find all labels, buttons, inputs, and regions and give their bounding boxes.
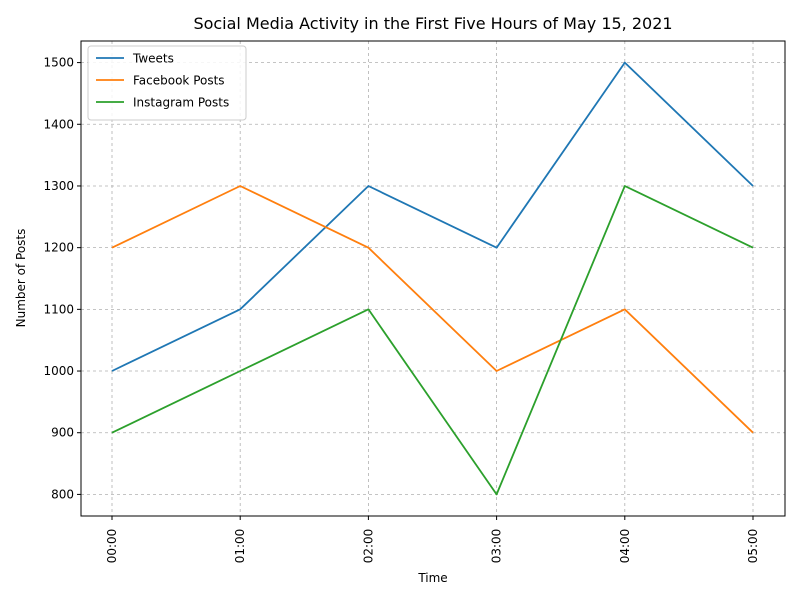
series-line-instagram-posts — [111, 185, 754, 496]
y-tick-label: 800 — [51, 487, 74, 501]
series-line-facebook-posts — [111, 185, 754, 434]
legend-box — [87, 45, 247, 121]
y-axis-ticks: 800 900 1000 1100 1200 1300 1400 1500 — [43, 56, 81, 501]
y-tick-label: 1100 — [43, 302, 74, 316]
x-tick-label: 04:00 — [618, 529, 632, 564]
y-tick-label: 1300 — [43, 179, 74, 193]
y-tick-label: 1500 — [43, 56, 74, 70]
y-axis-label: Number of Posts — [14, 229, 28, 328]
legend-label: Instagram Posts — [133, 96, 229, 110]
series-line-tweets — [111, 61, 754, 372]
x-tick-label: 05:00 — [746, 529, 760, 564]
x-tick-label: 03:00 — [490, 529, 504, 564]
y-tick-label: 1400 — [43, 117, 74, 131]
x-axis-ticks: 00:00 01:00 02:00 03:00 04:00 05:00 — [105, 516, 760, 563]
y-tick-label: 1200 — [43, 241, 74, 255]
x-tick-label: 02:00 — [361, 529, 375, 564]
legend-label: Facebook Posts — [133, 74, 225, 88]
y-tick-label: 900 — [51, 426, 74, 440]
series-lines — [111, 61, 754, 496]
x-tick-label: 00:00 — [105, 529, 119, 564]
x-tick-label: 01:00 — [233, 529, 247, 564]
chart-title: Social Media Activity in the First Five … — [193, 14, 672, 33]
plot-frame — [80, 40, 786, 517]
legend-label: Tweets — [132, 52, 174, 66]
legend: Tweets Facebook Posts Instagram Posts — [87, 45, 247, 121]
y-tick-label: 1000 — [43, 364, 74, 378]
x-axis-label: Time — [417, 571, 447, 585]
